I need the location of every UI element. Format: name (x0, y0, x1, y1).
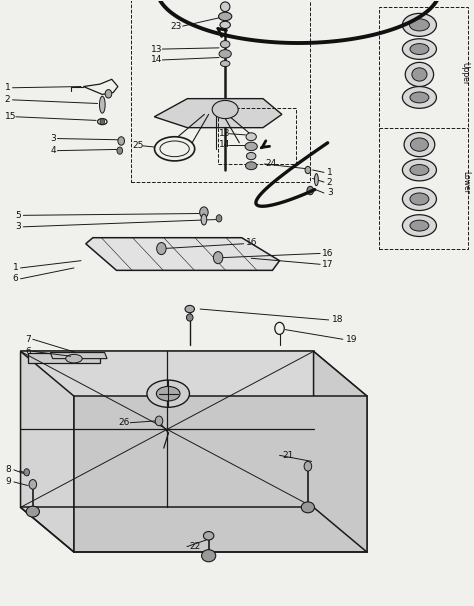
Ellipse shape (220, 41, 230, 48)
Ellipse shape (412, 68, 427, 81)
Ellipse shape (201, 550, 216, 562)
Polygon shape (314, 351, 367, 552)
Text: 16: 16 (322, 249, 334, 258)
Circle shape (156, 242, 166, 255)
Ellipse shape (410, 92, 429, 103)
Ellipse shape (186, 314, 193, 321)
Text: 19: 19 (346, 335, 357, 344)
Polygon shape (20, 351, 314, 507)
Ellipse shape (220, 21, 230, 28)
Ellipse shape (410, 44, 429, 55)
Polygon shape (20, 351, 367, 396)
Ellipse shape (404, 133, 435, 157)
Circle shape (105, 90, 112, 98)
Ellipse shape (245, 142, 257, 151)
Ellipse shape (402, 13, 437, 36)
Ellipse shape (402, 39, 437, 59)
Circle shape (213, 251, 223, 264)
Text: 13: 13 (219, 129, 230, 138)
Text: 1: 1 (4, 83, 10, 92)
Ellipse shape (203, 531, 214, 540)
Circle shape (118, 137, 125, 145)
Text: 6: 6 (12, 275, 18, 284)
Text: 4: 4 (50, 146, 56, 155)
Ellipse shape (26, 506, 39, 517)
Ellipse shape (201, 214, 207, 225)
Ellipse shape (219, 12, 232, 21)
Text: 8: 8 (5, 465, 11, 474)
Text: 25: 25 (132, 141, 144, 150)
Text: 3: 3 (50, 134, 56, 143)
Text: 23: 23 (171, 22, 182, 30)
Text: 24: 24 (265, 159, 277, 168)
Ellipse shape (147, 380, 190, 407)
Circle shape (307, 186, 314, 195)
Polygon shape (28, 353, 100, 364)
Bar (379, 7, 468, 248)
Circle shape (29, 479, 36, 489)
Text: Upper: Upper (461, 62, 470, 85)
Polygon shape (86, 238, 280, 270)
Ellipse shape (246, 133, 256, 141)
Text: 16: 16 (246, 238, 257, 247)
Text: 13: 13 (151, 45, 163, 53)
Text: 21: 21 (283, 451, 294, 460)
Circle shape (155, 416, 163, 426)
Bar (218, 108, 296, 164)
Ellipse shape (405, 62, 434, 87)
Polygon shape (20, 351, 74, 552)
Circle shape (117, 147, 123, 155)
Ellipse shape (66, 355, 82, 363)
Ellipse shape (219, 50, 231, 58)
Ellipse shape (402, 159, 437, 181)
Circle shape (100, 119, 105, 125)
Bar (131, 0, 310, 182)
Ellipse shape (246, 162, 257, 170)
Ellipse shape (185, 305, 194, 313)
Text: 5: 5 (15, 211, 21, 220)
Text: 17: 17 (322, 260, 334, 269)
Circle shape (305, 167, 311, 173)
Text: 1: 1 (12, 264, 18, 273)
Ellipse shape (402, 215, 437, 236)
Text: 1: 1 (327, 168, 333, 177)
Ellipse shape (220, 2, 230, 12)
Ellipse shape (410, 193, 429, 205)
Ellipse shape (100, 96, 105, 113)
Text: 7: 7 (25, 335, 31, 344)
Circle shape (216, 215, 222, 222)
Text: 15: 15 (4, 112, 16, 121)
Polygon shape (74, 396, 367, 552)
Ellipse shape (410, 19, 429, 31)
Text: 6: 6 (25, 347, 31, 356)
Ellipse shape (246, 153, 256, 160)
Text: 22: 22 (190, 542, 201, 551)
Ellipse shape (402, 87, 437, 108)
Ellipse shape (220, 61, 230, 67)
Text: 14: 14 (151, 55, 163, 64)
Text: 2: 2 (4, 95, 10, 104)
Text: 9: 9 (5, 478, 11, 487)
Ellipse shape (315, 173, 318, 185)
Circle shape (304, 461, 312, 471)
Text: 3: 3 (327, 188, 333, 198)
Ellipse shape (410, 165, 429, 175)
Ellipse shape (301, 502, 315, 513)
Ellipse shape (410, 138, 428, 152)
Ellipse shape (410, 220, 429, 231)
Text: 18: 18 (331, 316, 343, 324)
Text: 14: 14 (219, 140, 230, 149)
Text: Lower: Lower (461, 171, 470, 193)
Ellipse shape (156, 387, 180, 401)
Polygon shape (155, 99, 282, 128)
Text: 3: 3 (15, 222, 21, 231)
Circle shape (24, 468, 29, 476)
Circle shape (200, 207, 208, 218)
Ellipse shape (402, 187, 437, 210)
Polygon shape (50, 353, 107, 359)
Text: 2: 2 (327, 178, 332, 187)
Text: 26: 26 (119, 418, 130, 427)
Ellipse shape (212, 101, 238, 119)
